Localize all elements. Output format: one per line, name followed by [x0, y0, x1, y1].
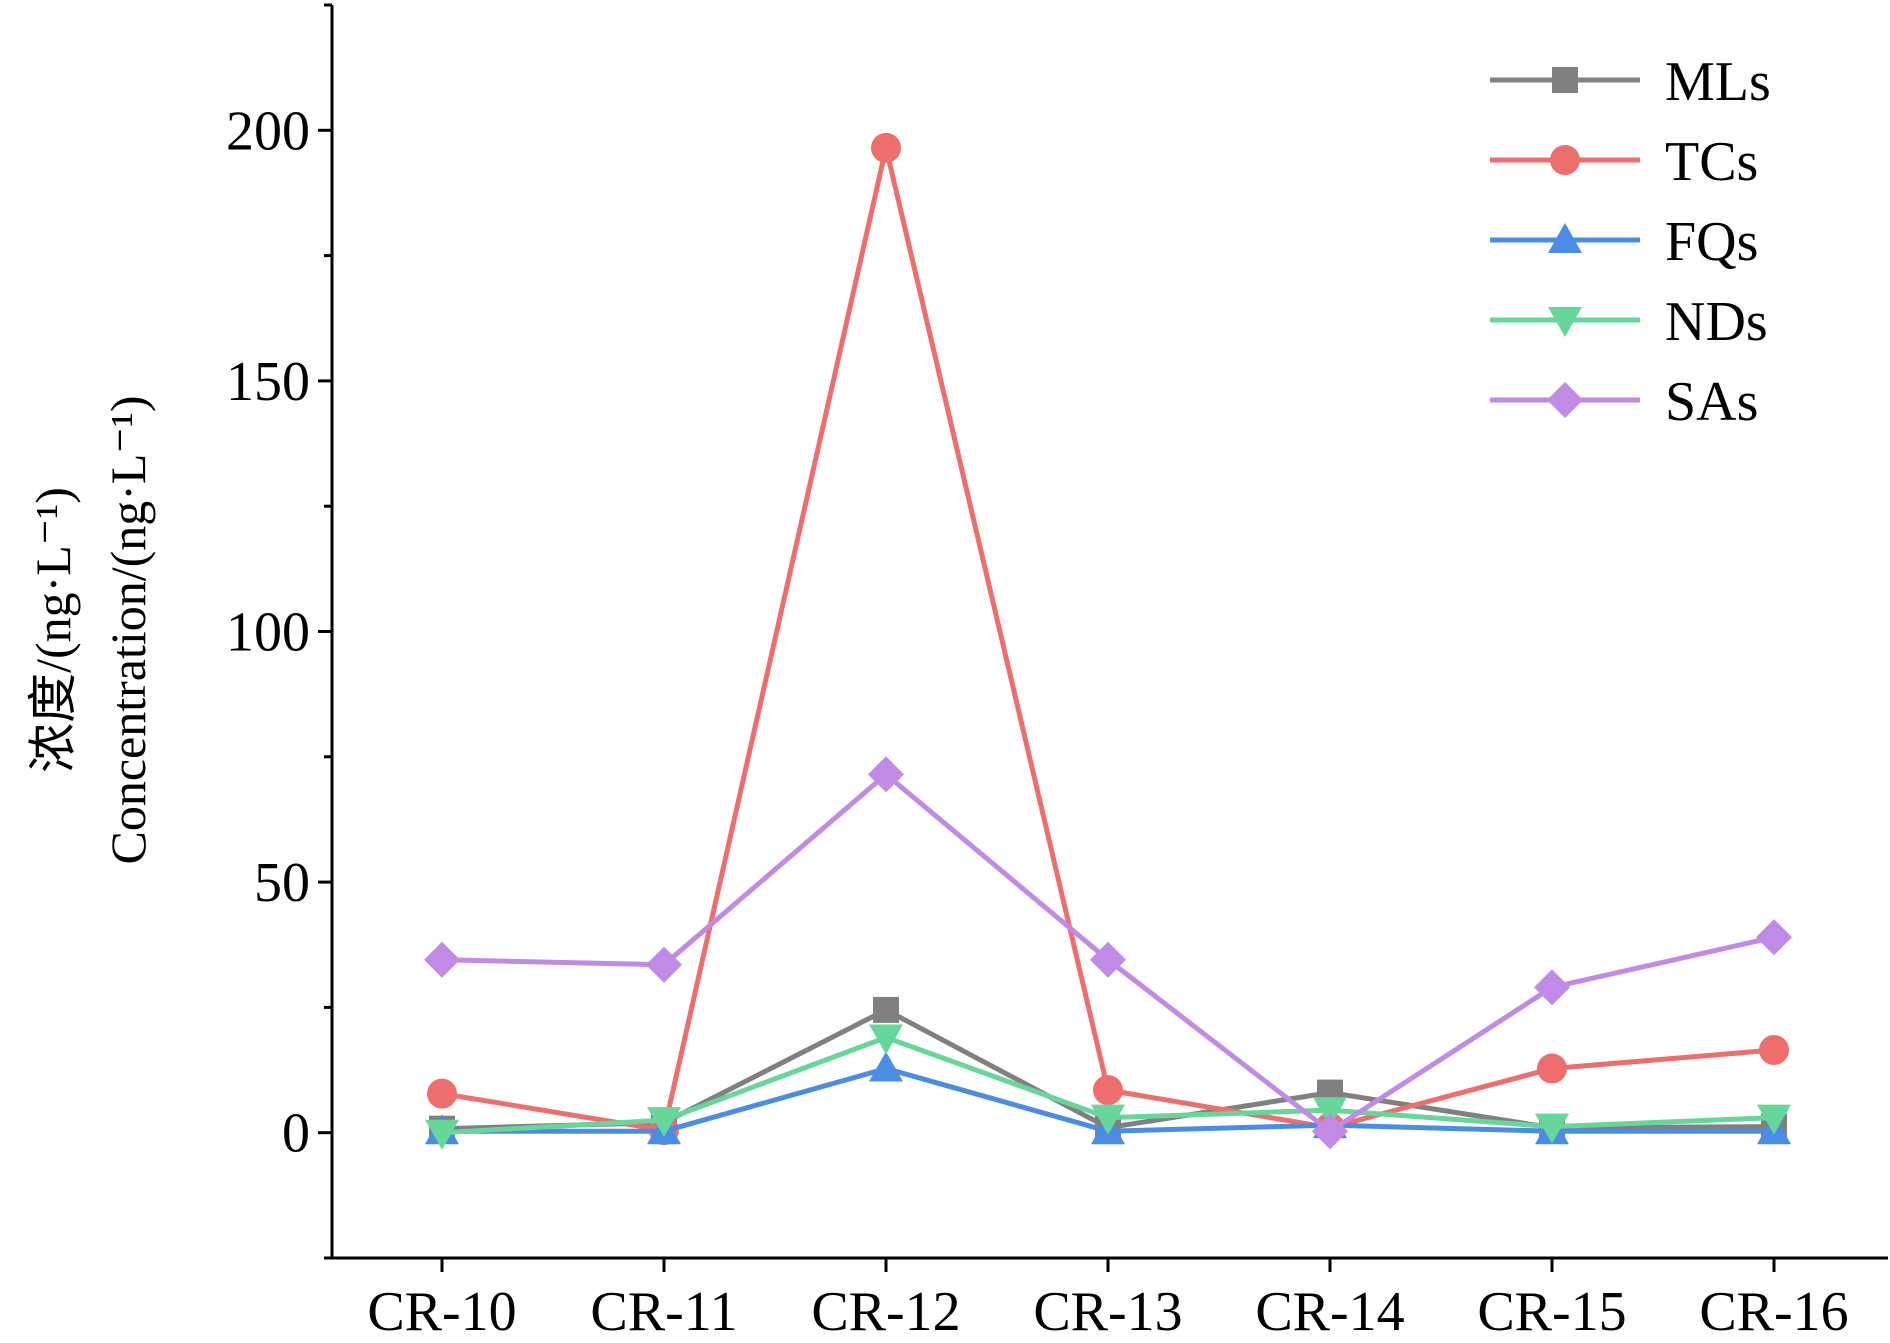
y-tick-label: 150 [226, 351, 310, 413]
y-tick-label: 50 [254, 852, 310, 914]
y-ticks: 0 50 100 150 200 [226, 3, 332, 1260]
data-point [424, 941, 460, 978]
x-tick-label: CR-15 [1477, 1281, 1626, 1343]
legend-item-mls: MLs [1490, 51, 1771, 113]
data-point [873, 996, 899, 1023]
data-point [869, 1051, 903, 1082]
legend-item-tcs: TCs [1490, 131, 1758, 193]
series-nds [425, 1024, 1791, 1150]
data-point [1090, 941, 1126, 978]
data-point [869, 1024, 903, 1055]
data-point [427, 1078, 457, 1109]
legend-marker [1550, 145, 1580, 175]
legend-marker [1547, 382, 1583, 418]
x-tick-label: CR-14 [1255, 1281, 1404, 1343]
data-point [868, 756, 904, 793]
y-axis-title: 浓度/(ng·L⁻¹) Concentration/(ng·L⁻¹) [25, 395, 156, 864]
x-tick-label: CR-16 [1699, 1281, 1848, 1343]
y-tick-label: 0 [282, 1103, 310, 1165]
data-point [871, 132, 901, 163]
y-axis-title-line-1: 浓度/(ng·L⁻¹) [25, 487, 81, 773]
y-axis-title-line-2: Concentration/(ng·L⁻¹) [100, 395, 156, 864]
data-point [1534, 969, 1570, 1006]
legend-item-nds: NDs [1490, 291, 1768, 353]
legend-label: SAs [1665, 371, 1758, 433]
legend-label: NDs [1665, 291, 1768, 353]
legend: MLs TCs FQs NDs SAs [1490, 51, 1771, 433]
data-point [1313, 1097, 1347, 1128]
legend-label: TCs [1665, 131, 1758, 193]
data-point [425, 1119, 459, 1150]
legend-label: MLs [1665, 51, 1771, 113]
data-point [1756, 919, 1792, 956]
y-tick-label: 100 [226, 602, 310, 664]
x-tick-label: CR-13 [1033, 1281, 1182, 1343]
data-point [1312, 1113, 1348, 1150]
series-sas [424, 756, 1792, 1150]
data-point [1093, 1075, 1123, 1106]
legend-marker [1552, 67, 1578, 93]
data-point [1535, 1113, 1569, 1144]
x-ticks: CR-10 CR-11 CR-12 CR-13 CR-14 CR-15 CR-16 [367, 1258, 1849, 1343]
data-point [646, 946, 682, 983]
data-point [1537, 1053, 1567, 1084]
legend-label: FQs [1665, 211, 1758, 273]
series-tcs [427, 132, 1789, 1146]
legend-marker [1548, 223, 1582, 253]
data-point [1759, 1035, 1789, 1066]
x-tick-label: CR-11 [590, 1281, 737, 1343]
legend-item-sas: SAs [1490, 371, 1758, 433]
legend-marker [1548, 307, 1582, 337]
legend-item-fqs: FQs [1490, 211, 1758, 273]
x-tick-label: CR-10 [367, 1281, 516, 1343]
data-point [647, 1107, 681, 1138]
y-tick-label: 200 [226, 100, 310, 162]
data-point [1757, 1104, 1791, 1135]
plot-series [424, 132, 1792, 1150]
x-tick-label: CR-12 [811, 1281, 960, 1343]
data-point [1091, 1104, 1125, 1135]
